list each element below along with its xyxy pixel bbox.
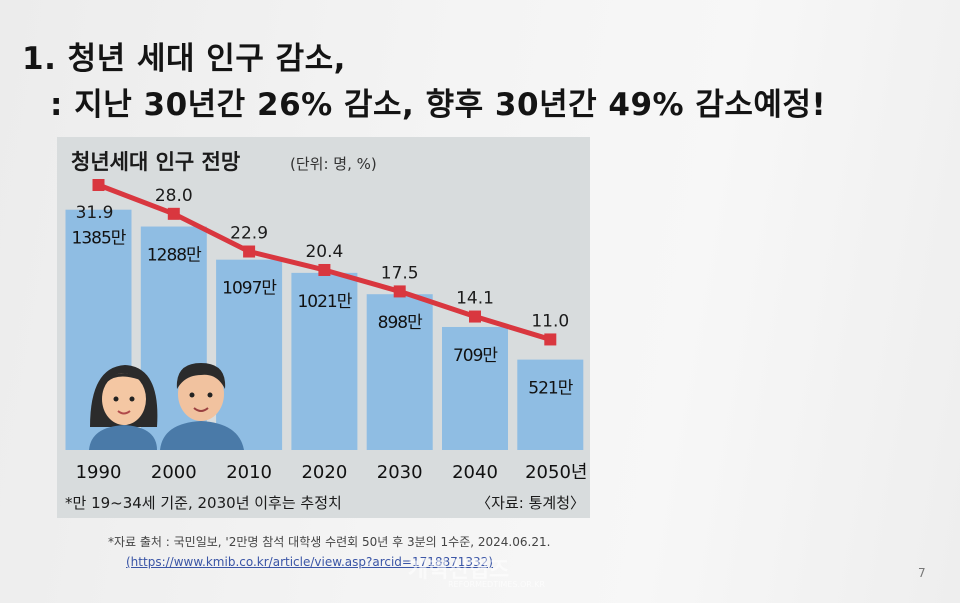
bar-label-2030: 898만	[378, 313, 423, 333]
man-hair	[176, 363, 226, 389]
woman-face	[102, 373, 146, 425]
x-tick-label-2000: 2000	[151, 462, 197, 483]
x-tick-label-2050년: 2050년	[525, 462, 587, 483]
source-note: *자료 출처 : 국민일보, '2만명 참석 대학생 수련회 50년 후 3분의…	[108, 532, 550, 572]
line-label-2050년: 11.0	[531, 311, 569, 331]
bar-label-2010: 1097만	[222, 279, 277, 299]
man-eye-left	[189, 392, 195, 398]
line-label-1990: 31.9	[76, 203, 114, 223]
line-marker-2040	[469, 310, 481, 323]
line-marker-1990	[92, 179, 105, 191]
line-marker-2030	[393, 285, 406, 298]
x-tick-label-1990: 1990	[76, 462, 122, 483]
watermark-logo: 개혁신협즈	[408, 558, 510, 583]
chart-title: 청년세대 인구 전망	[71, 150, 240, 174]
people-illustration	[89, 363, 244, 450]
line-label-2020: 20.4	[305, 242, 343, 262]
chart-panel: 청년세대 인구 전망 (단위: 명, %) 1385만 1288만 1097만 1021만…	[57, 137, 590, 518]
bar-label-2020: 1021만	[297, 292, 352, 312]
line-marker-2000	[167, 207, 180, 220]
chart-source: 〈자료: 통계청〉	[476, 494, 585, 512]
x-tick-label-2040: 2040	[452, 462, 498, 483]
bar-label-1990: 1385만	[72, 229, 127, 249]
slide-title-line-1: 1. 청년 세대 인구 감소,	[22, 41, 346, 77]
bar-2020	[291, 272, 358, 450]
woman-eye-left	[113, 396, 119, 402]
man-face	[178, 367, 224, 421]
line-label-2040: 14.1	[456, 289, 494, 309]
bar-2050년	[517, 359, 584, 450]
population-chart: 청년세대 인구 전망 (단위: 명, %) 1385만 1288만 1097만 1021만…	[65, 150, 587, 512]
chart-unit-note: (단위: 명, %)	[290, 155, 377, 173]
bar-2040	[442, 326, 508, 450]
line-marker-2020	[318, 263, 331, 276]
x-tick-label-2030: 2030	[377, 462, 423, 483]
line-label-2000: 28.0	[155, 186, 193, 206]
woman-body	[89, 425, 157, 450]
source-link[interactable]: (https://www.kmib.co.kr/article/view.asp…	[126, 555, 494, 569]
woman-bangs	[102, 373, 143, 389]
source-text: *자료 출처 : 국민일보, '2만명 참석 대학생 수련회 50년 후 3분의…	[108, 535, 551, 549]
x-tick-label-2010: 2010	[226, 462, 272, 483]
bar-label-2000: 1288만	[147, 246, 202, 266]
woman-eye-right	[129, 396, 135, 402]
line-marker-2010	[243, 245, 256, 258]
bar-label-2040: 709만	[453, 346, 498, 366]
woman-mouth	[117, 410, 131, 415]
slide-title-line-2: : 지난 30년간 26% 감소, 향후 30년간 49% 감소예정!	[50, 87, 827, 123]
chart-footnote: *만 19~34세 기준, 2030년 이후는 추정치	[65, 494, 342, 512]
bar-label-2050년: 521만	[528, 379, 573, 399]
slide-title: 1. 청년 세대 인구 감소, : 지난 30년간 26% 감소, 향후 30년…	[22, 36, 826, 128]
line-label-2030: 17.5	[381, 263, 419, 283]
bar-2030	[366, 294, 433, 450]
line-marker-2050년	[544, 333, 557, 346]
man-body	[160, 421, 244, 450]
x-tick-label-2020: 2020	[301, 462, 347, 483]
man-eye-right	[207, 392, 213, 398]
watermark-url: REFORMEDTIMES.OR.KR	[448, 580, 545, 589]
man-mouth	[193, 407, 209, 412]
page-number: 7	[918, 566, 926, 580]
bar-2010	[216, 259, 283, 450]
line-label-2010: 22.9	[230, 224, 268, 244]
